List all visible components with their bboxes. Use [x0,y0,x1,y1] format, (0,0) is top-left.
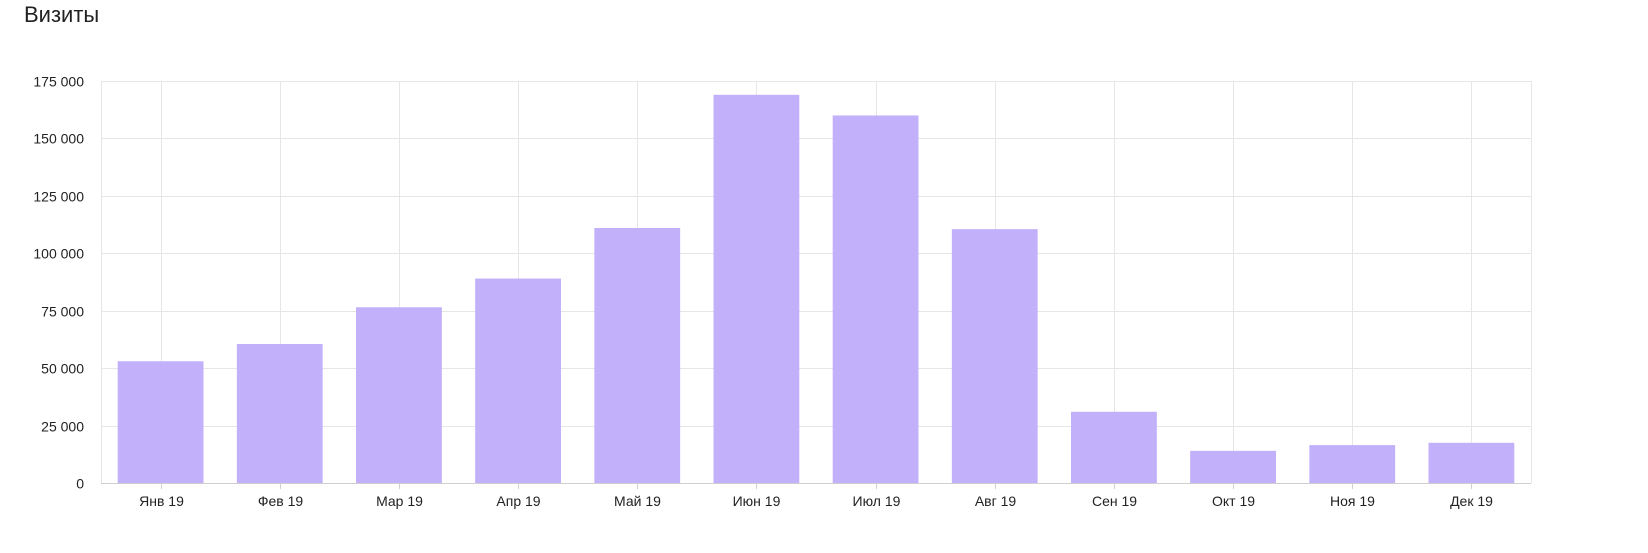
x-tick-label: Фев 19 [258,493,304,509]
bars [117,94,1515,483]
x-tick-label: Июл 19 [853,493,901,509]
y-tick-label: 100 000 [33,246,84,262]
x-tick-label: Авг 19 [975,493,1017,509]
x-axis-ticks: Янв 19 Фев 19 Мар 19 Апр 19 Май 19 Июн 19 Июл … [139,483,1493,509]
y-tick-label: 25 000 [41,419,84,435]
bar [117,361,204,483]
chart-title: Визиты [24,2,100,27]
y-tick-label: 125 000 [33,189,84,205]
y-tick-label: 175 000 [33,74,84,90]
bar [1190,450,1276,483]
bar [356,307,442,483]
bar [236,344,323,483]
x-tick-label: Мар 19 [376,493,423,509]
bar [951,229,1038,483]
x-tick-label: Дек 19 [1450,493,1493,509]
bar [475,278,561,483]
y-tick-label: 0 [76,476,84,492]
bar [713,94,800,483]
y-tick-label: 150 000 [33,131,84,147]
x-tick-label: Сен 19 [1092,493,1137,509]
y-axis-ticks: 0 25 000 50 000 75 000 100 000 125 000 150 000… [33,74,84,492]
x-tick-label: Июн 19 [733,493,781,509]
y-tick-label: 75 000 [41,304,84,320]
bar [1071,411,1157,483]
x-tick-label: Окт 19 [1212,493,1255,509]
y-tick-label: 50 000 [41,361,84,377]
x-tick-label: Ноя 19 [1330,493,1375,509]
x-tick-label: Май 19 [614,493,661,509]
x-tick-label: Апр 19 [496,493,540,509]
bar [594,228,681,483]
x-tick-label: Янв 19 [139,493,184,509]
bar [1309,445,1396,483]
bar [832,115,919,483]
bar [1428,442,1515,483]
